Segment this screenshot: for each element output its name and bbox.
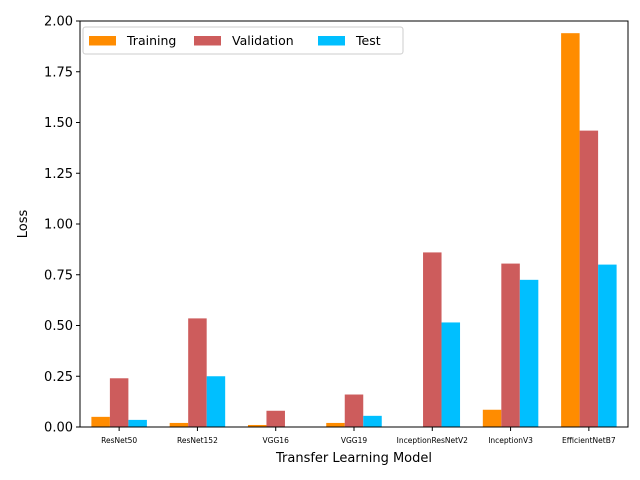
y-tick-label: 1.00	[44, 218, 73, 233]
axes-group: 0.00 0.25 0.50 0.75 1.00 1.25 1.50 1.75 2.00 ResN…	[44, 15, 629, 445]
x-tick-label: EfficientNetB7	[562, 436, 616, 445]
legend-label-validation: Validation	[232, 33, 294, 48]
y-tick-label: 0.25	[44, 370, 73, 385]
y-tick-label: 2.00	[44, 15, 73, 30]
bar-test-inceptionv3	[519, 279, 539, 427]
x-tick-label: ResNet152	[177, 436, 218, 445]
x-tick-label: VGG16	[263, 436, 290, 445]
x-tick-label: InceptionV3	[488, 436, 533, 445]
y-tick-label: 1.25	[44, 167, 73, 182]
legend-swatch-test	[318, 36, 345, 46]
bar-training-resnet152	[169, 422, 189, 427]
bar-validation-efficientnetb7	[579, 130, 599, 427]
bar-validation-vgg19	[344, 394, 364, 427]
y-tick-label: 1.75	[44, 65, 73, 80]
plot-frame	[79, 20, 629, 428]
bar-test-resnet152	[206, 376, 226, 427]
bars-group	[91, 33, 617, 428]
legend-label-training: Training	[126, 33, 176, 48]
x-tick-label: InceptionResNetV2	[397, 436, 469, 445]
y-tick-label: 0.00	[44, 421, 73, 436]
y-tick-label: 0.75	[44, 268, 73, 283]
bar-validation-resnet152	[188, 318, 207, 427]
bar-test-efficientnetb7	[598, 264, 617, 427]
y-tick-label: 1.50	[44, 116, 73, 131]
x-axis-label: Transfer Learning Model	[275, 451, 432, 466]
legend-swatch-validation	[194, 36, 221, 46]
legend-swatch-training	[89, 36, 116, 46]
legend: Training Validation Test	[82, 26, 404, 55]
bar-training-inceptionv3	[482, 409, 502, 427]
x-tick-label: ResNet50	[101, 436, 137, 445]
bar-test-vgg19	[363, 415, 382, 427]
y-tick-label: 0.50	[44, 319, 73, 334]
bar-validation-inceptionv3	[501, 263, 520, 427]
bar-test-resnet50	[128, 419, 147, 427]
bar-validation-vgg16	[266, 410, 285, 427]
legend-box	[82, 26, 404, 55]
y-axis-label: Loss	[16, 210, 31, 239]
x-tick-label: VGG19	[341, 436, 368, 445]
bar-training-resnet50	[91, 416, 110, 427]
bar-training-vgg19	[326, 422, 345, 427]
bar-training-efficientnetb7	[561, 33, 580, 428]
bar-validation-inceptionresnetv2	[423, 252, 442, 427]
bar-training-vgg16	[247, 424, 267, 427]
legend-label-test: Test	[355, 33, 381, 48]
bar-validation-resnet50	[109, 378, 129, 427]
bar-test-inceptionresnetv2	[441, 322, 461, 427]
